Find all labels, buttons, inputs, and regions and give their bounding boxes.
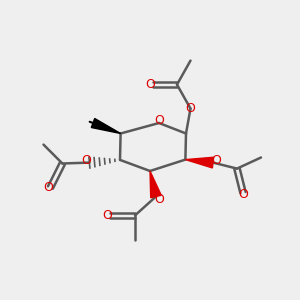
Text: O: O <box>102 209 112 222</box>
Polygon shape <box>150 171 161 198</box>
Polygon shape <box>185 157 214 168</box>
Text: O: O <box>154 114 164 127</box>
Text: O: O <box>146 78 155 91</box>
Text: O: O <box>238 188 248 202</box>
Text: O: O <box>82 154 91 167</box>
Text: O: O <box>43 181 53 194</box>
Text: O: O <box>154 193 164 206</box>
Polygon shape <box>91 118 121 134</box>
Text: O: O <box>186 102 195 115</box>
Text: O: O <box>211 154 221 167</box>
